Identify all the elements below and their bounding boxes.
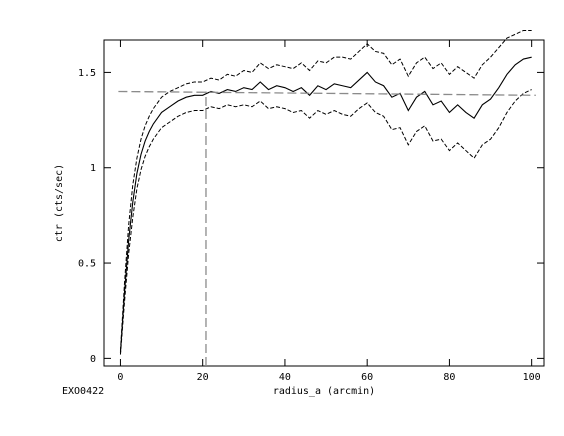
y-axis-label: ctr (cts/sec)	[54, 164, 65, 242]
series-main-line	[119, 56, 532, 353]
y-tick-label-3: 1.5	[78, 68, 96, 79]
x-axis-ticks: 0 20 40 60 80 100	[117, 40, 541, 383]
y-tick-label-2: 1	[90, 163, 96, 174]
x-tick-label-2: 40	[279, 372, 291, 383]
horizontal-reference-line	[118, 90, 536, 96]
series-lower-bound	[119, 89, 532, 355]
x-tick-label-3: 60	[361, 372, 373, 383]
x-tick-label-4: 80	[443, 372, 455, 383]
x-tick-label-0: 0	[117, 372, 123, 383]
x-axis-label: radius_a (arcmin)	[273, 386, 375, 397]
plot-frame	[103, 39, 545, 367]
series-layer	[118, 29, 536, 366]
dataset-annotation: EXO0422	[62, 386, 104, 397]
series-upper-bound	[119, 29, 532, 351]
y-tick-label-0: 0	[90, 354, 96, 365]
x-tick-label-5: 100	[523, 372, 541, 383]
y-tick-label-1: 0.5	[78, 259, 96, 270]
y-axis-ticks: 0 0.5 1 1.5	[78, 68, 544, 365]
x-tick-label-1: 20	[197, 372, 209, 383]
